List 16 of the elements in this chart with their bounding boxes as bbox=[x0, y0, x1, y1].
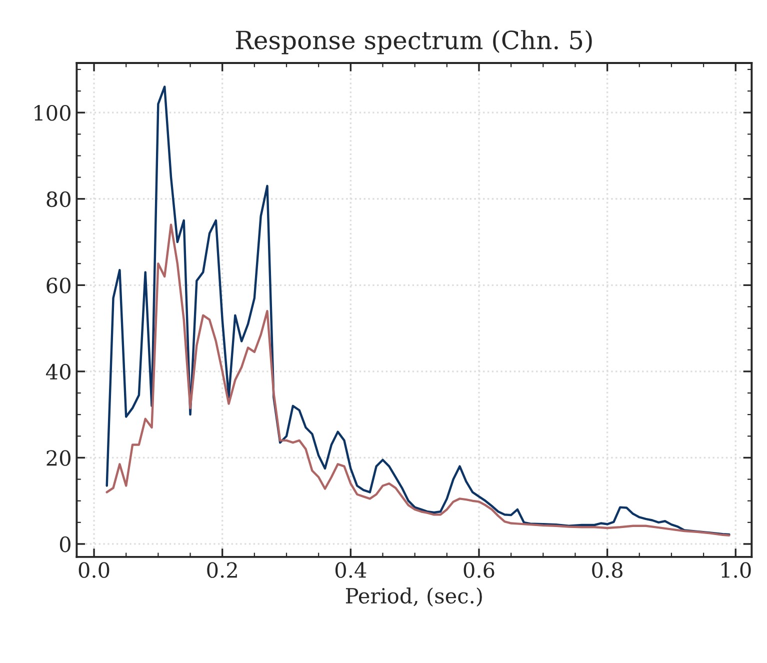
y-tick-label: 40 bbox=[46, 364, 70, 380]
x-tick-label: 0.2 bbox=[207, 562, 237, 578]
line-series bbox=[106, 224, 730, 536]
x-tick-label: 1.0 bbox=[722, 562, 751, 578]
y-tick-label: 60 bbox=[46, 278, 70, 294]
chart-title: Response spectrum (Chn. 5) bbox=[236, 30, 592, 54]
y-tick-label: 100 bbox=[34, 105, 70, 121]
y-tick-label: 0 bbox=[60, 536, 70, 552]
y-tick-label: 20 bbox=[46, 450, 70, 466]
x-axis-title: Period, (sec.) bbox=[346, 588, 482, 607]
line-series bbox=[106, 86, 730, 536]
y-tick-label: 80 bbox=[46, 191, 70, 208]
x-tick-label: 0.6 bbox=[464, 562, 494, 578]
x-tick-label: 0.4 bbox=[335, 562, 366, 578]
x-tick-label: 0.8 bbox=[592, 562, 622, 578]
x-tick-label: 0.0 bbox=[78, 562, 110, 578]
